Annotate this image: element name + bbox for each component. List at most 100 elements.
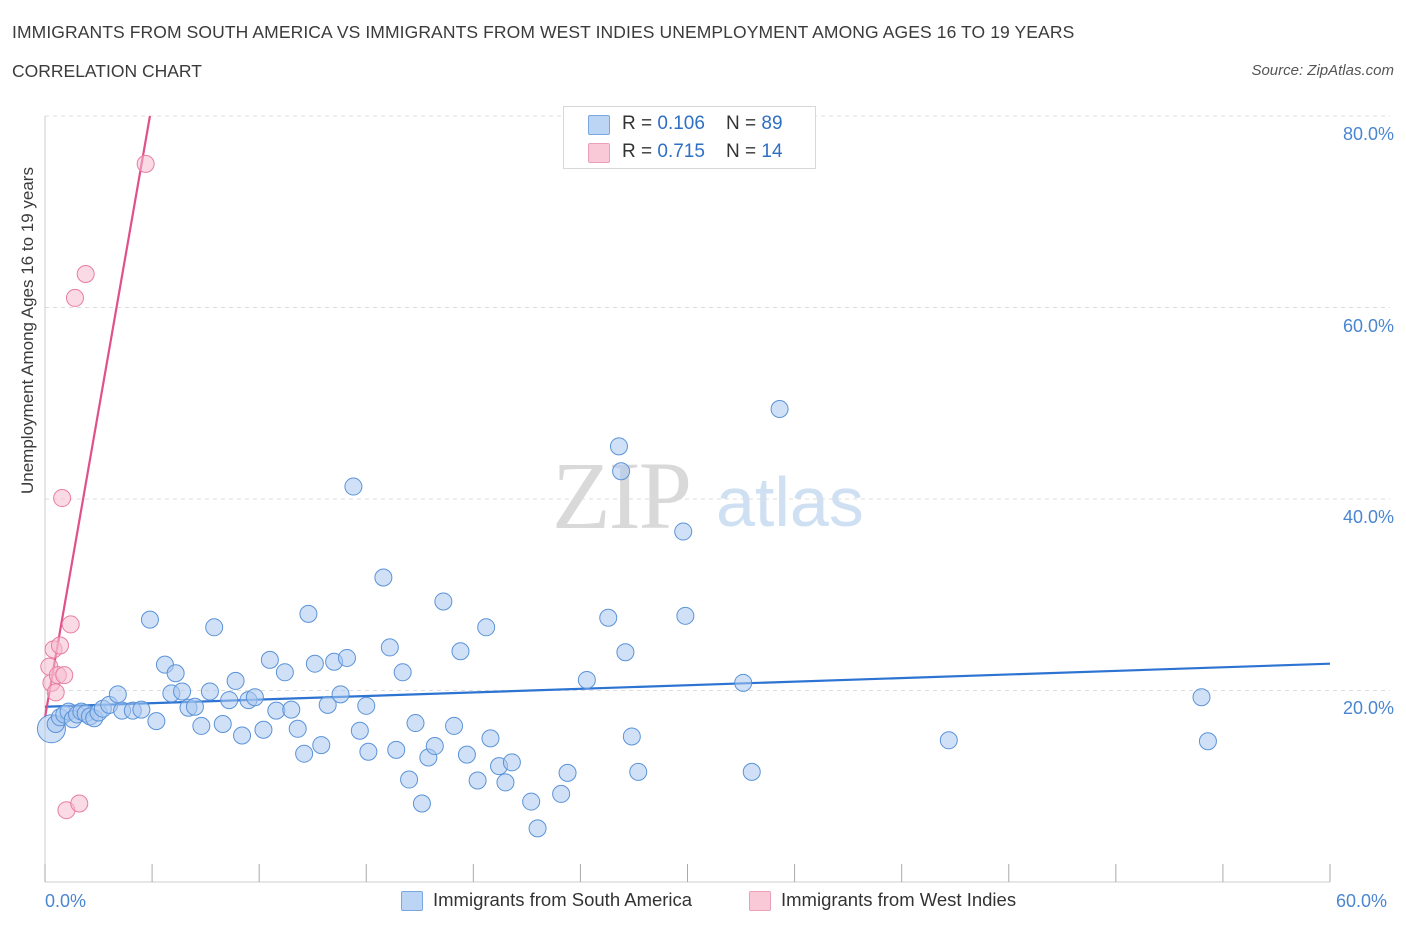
n-label: N = xyxy=(726,141,762,162)
data-point-south-america xyxy=(734,673,753,692)
data-point-south-america xyxy=(337,648,356,667)
data-point-south-america xyxy=(612,462,631,481)
trend-lines xyxy=(43,115,1331,718)
data-point-south-america xyxy=(299,604,318,623)
data-point-south-america xyxy=(147,712,166,731)
data-point-west-indies xyxy=(76,264,95,283)
data-point-south-america xyxy=(205,618,224,637)
axes xyxy=(44,116,1331,883)
y-tick-label-40: 40.0% xyxy=(1342,507,1394,527)
data-point-south-america xyxy=(288,719,307,738)
correlation-legend: R = 0.106 N = 89 R = 0.715 N = 14 xyxy=(563,106,816,169)
data-point-south-america xyxy=(616,643,635,662)
data-point-south-america xyxy=(502,753,521,772)
data-point-south-america xyxy=(357,696,376,715)
data-point-south-america xyxy=(166,664,185,683)
y-tick-label-20: 20.0% xyxy=(1342,698,1394,718)
data-point-south-america xyxy=(1198,732,1217,751)
data-point-south-america xyxy=(213,715,232,734)
data-point-south-america xyxy=(344,477,363,496)
data-point-west-indies xyxy=(65,288,84,307)
y-tick-label-80: 80.0% xyxy=(1342,124,1394,144)
n-value: 14 xyxy=(761,141,783,162)
data-points xyxy=(36,154,1217,838)
data-point-south-america xyxy=(393,663,412,682)
data-point-south-america xyxy=(260,650,279,669)
y-tick-label-60: 60.0% xyxy=(1342,316,1394,336)
legend-swatch-blue xyxy=(588,115,610,135)
data-point-west-indies xyxy=(53,489,72,508)
data-point-south-america xyxy=(674,522,693,541)
data-point-south-america xyxy=(558,763,577,782)
data-point-south-america xyxy=(387,740,406,759)
data-point-west-indies xyxy=(55,666,74,685)
r-label: R = xyxy=(622,141,658,162)
trend-line-west-indies xyxy=(43,115,152,718)
data-point-south-america xyxy=(233,726,252,745)
data-point-south-america xyxy=(528,819,547,838)
chart-subtitle: CORRELATION CHART xyxy=(12,61,202,81)
r-label: R = xyxy=(622,113,658,134)
data-point-south-america xyxy=(425,737,444,756)
data-point-south-america xyxy=(468,771,487,790)
data-point-south-america xyxy=(282,700,301,719)
data-point-south-america xyxy=(434,592,453,611)
data-point-south-america xyxy=(451,642,470,661)
data-point-south-america xyxy=(477,618,496,637)
data-point-south-america xyxy=(599,608,618,627)
data-point-south-america xyxy=(496,773,515,792)
data-point-south-america xyxy=(939,731,958,750)
data-point-south-america xyxy=(295,744,314,763)
data-point-south-america xyxy=(622,727,641,746)
data-point-south-america xyxy=(522,792,541,811)
data-point-south-america xyxy=(1192,688,1211,707)
legend-swatch-blue xyxy=(401,891,423,911)
data-point-south-america xyxy=(173,682,192,701)
data-point-south-america xyxy=(742,762,761,781)
data-point-south-america xyxy=(226,671,245,690)
r-value: 0.106 xyxy=(657,113,705,134)
r-value: 0.715 xyxy=(657,141,705,162)
watermark-zip: ZIP xyxy=(552,442,692,549)
n-value: 89 xyxy=(761,113,783,134)
data-point-south-america xyxy=(629,762,648,781)
data-point-south-america xyxy=(318,695,337,714)
data-point-south-america xyxy=(770,399,789,418)
data-point-west-indies xyxy=(136,154,155,173)
gridlines xyxy=(45,115,1390,691)
data-point-west-indies xyxy=(46,683,65,702)
data-point-south-america xyxy=(185,697,204,716)
data-point-south-america xyxy=(192,716,211,735)
data-point-south-america xyxy=(406,714,425,733)
data-point-west-indies xyxy=(61,615,80,634)
watermark-atlas: atlas xyxy=(716,463,864,541)
n-label: N = xyxy=(726,113,762,134)
data-point-south-america xyxy=(457,745,476,764)
y-axis-label: Unemployment Among Ages 16 to 19 years xyxy=(18,167,37,494)
legend-label: Immigrants from West Indies xyxy=(781,889,1017,910)
data-point-south-america xyxy=(552,784,571,803)
data-point-west-indies xyxy=(70,794,89,813)
x-tick-label-min: 0.0% xyxy=(45,891,87,911)
data-point-south-america xyxy=(577,670,596,689)
chart-title: IMMIGRANTS FROM SOUTH AMERICA VS IMMIGRA… xyxy=(12,22,1075,42)
data-point-south-america xyxy=(267,701,286,720)
x-tick-label-max: 60.0% xyxy=(1336,891,1388,911)
legend-swatch-pink xyxy=(588,143,610,163)
data-point-south-america xyxy=(380,638,399,657)
data-point-south-america xyxy=(220,691,239,710)
data-point-south-america xyxy=(305,654,324,673)
data-point-south-america xyxy=(254,720,273,739)
data-point-south-america xyxy=(676,606,695,625)
data-point-south-america xyxy=(400,770,419,789)
data-point-south-america xyxy=(481,729,500,748)
legend-label: Immigrants from South America xyxy=(433,889,693,910)
legend-swatch-pink xyxy=(749,891,771,911)
data-point-south-america xyxy=(108,685,127,704)
data-point-south-america xyxy=(350,721,369,740)
data-point-south-america xyxy=(140,610,159,629)
data-point-south-america xyxy=(245,688,264,707)
data-point-south-america xyxy=(412,794,431,813)
data-point-south-america xyxy=(445,716,464,735)
